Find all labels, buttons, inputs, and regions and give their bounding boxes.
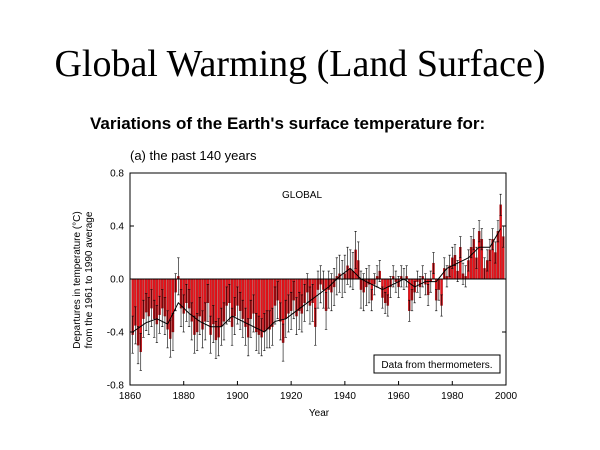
x-tick-label-1880: 1880 xyxy=(173,391,196,402)
x-tick-label-1920: 1920 xyxy=(280,391,303,402)
x-axis: 1860 1880 1900 1920 1940 1960 1980 2000 xyxy=(119,381,518,402)
annotation-box xyxy=(373,354,501,374)
chart-subtitle: (a) the past 140 years xyxy=(130,148,257,163)
y-tick-label-0.4: 0.4 xyxy=(110,222,124,233)
y-axis-label-line2: from the 1961 to 1990 average xyxy=(84,211,95,348)
x-tick-label-1960: 1960 xyxy=(387,391,410,402)
x-tick-label-1860: 1860 xyxy=(119,391,142,402)
smoothed-trend-line xyxy=(132,228,502,333)
x-tick-label-1980: 1980 xyxy=(441,391,464,402)
y-axis-label-line1: Departures in temperature (°C) xyxy=(72,211,83,348)
slide-title: Global Warming (Land Surface) xyxy=(54,43,546,85)
chart-title: Variations of the Earth's surface temper… xyxy=(90,114,486,133)
error-bars-layer xyxy=(131,193,505,371)
bar-1998 xyxy=(499,204,502,280)
x-axis-label: Year xyxy=(309,408,330,419)
y-axis: 0.8 0.4 0.0 -0.4 -0.8 xyxy=(107,169,506,392)
y-tick-label--0.4: -0.4 xyxy=(107,328,125,339)
y-tick-label--0.8: -0.8 xyxy=(107,381,125,392)
annotation-text: Data from thermometers. xyxy=(381,360,492,371)
region-label: GLOBAL xyxy=(282,190,322,201)
x-tick-label-1900: 1900 xyxy=(226,391,249,402)
y-tick-label-0.0: 0.0 xyxy=(110,275,124,286)
y-tick-label-0.8: 0.8 xyxy=(110,169,124,180)
x-tick-label-1940: 1940 xyxy=(334,391,357,402)
x-tick-label-2000: 2000 xyxy=(495,391,518,402)
